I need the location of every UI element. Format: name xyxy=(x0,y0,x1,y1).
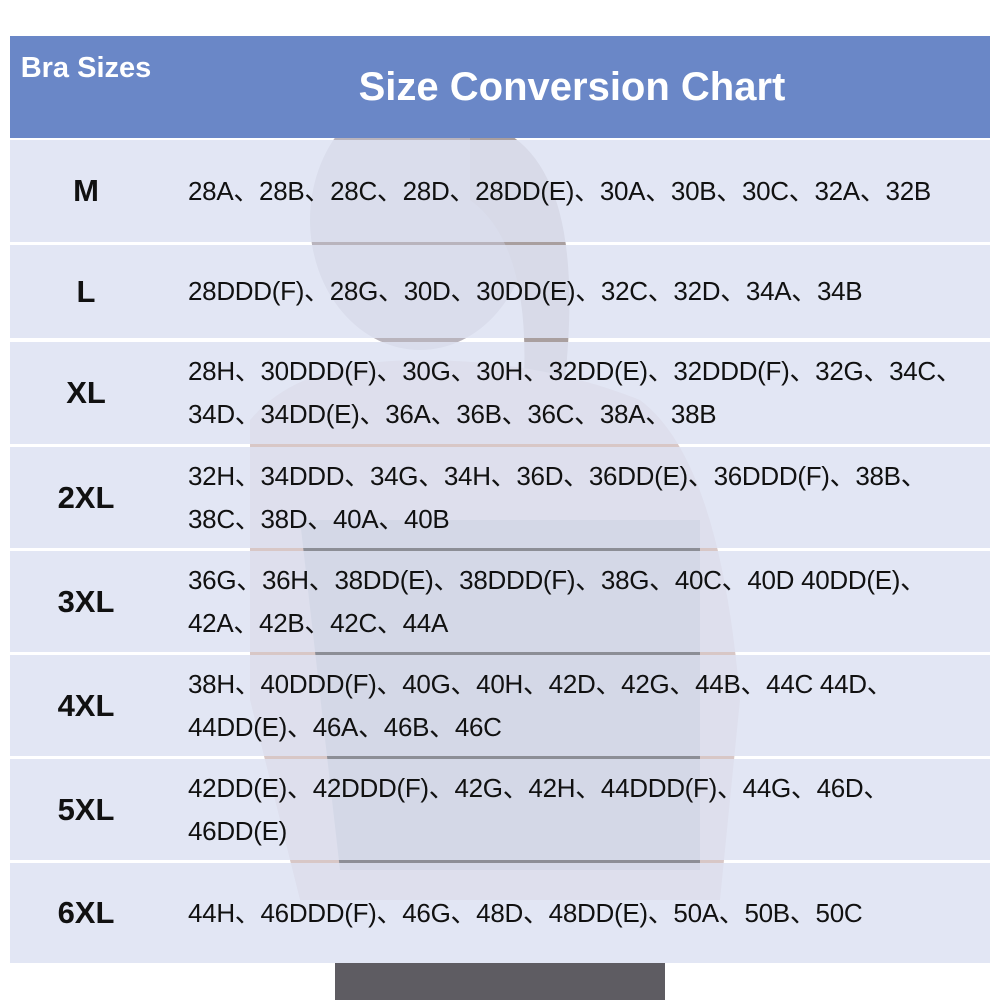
bra-size-list: 42DD(E)、42DDD(F)、42G、42H、44DDD(F)、44G、46… xyxy=(188,772,890,846)
size-label: 2XL xyxy=(57,479,115,515)
table-row: 6XL 44H、46DDD(F)、46G、48D、48DD(E)、50A、50B… xyxy=(10,863,990,963)
bra-size-list: 28H、30DDD(F)、30G、30H、32DD(E)、32DDD(F)、32… xyxy=(188,356,962,429)
size-label: M xyxy=(73,173,99,208)
bra-size-list: 28A、28B、28C、28D、28DD(E)、30A、30B、30C、32A、… xyxy=(188,175,931,206)
table-row: 3XL 36G、36H、38DD(E)、38DDD(F)、38G、40C、40D… xyxy=(10,551,990,652)
table-row: 2XL 32H、34DDD、34G、34H、36D、36DD(E)、36DDD(… xyxy=(10,447,990,548)
size-label: XL xyxy=(66,375,106,410)
chart-title: Size Conversion Chart xyxy=(358,65,786,109)
bra-size-list: 28DDD(F)、28G、30D、30DD(E)、32C、32D、34A、34B xyxy=(188,276,863,306)
bra-size-list: 32H、34DDD、34G、34H、36D、36DD(E)、36DDD(F)、3… xyxy=(188,460,927,534)
size-label: 6XL xyxy=(57,895,115,930)
table-row: L 28DDD(F)、28G、30D、30DD(E)、32C、32D、34A、3… xyxy=(10,245,990,338)
size-label: L xyxy=(76,273,96,309)
table-row: XL 28H、30DDD(F)、30G、30H、32DD(E)、32DDD(F)… xyxy=(10,342,990,444)
bra-size-list: 44H、46DDD(F)、46G、48D、48DD(E)、50A、50B、50C xyxy=(188,897,863,928)
table-header: Bra Sizes Size Conversion Chart xyxy=(10,36,990,138)
size-label: 3XL xyxy=(57,583,115,619)
size-label: 4XL xyxy=(57,687,115,723)
bra-sizes-column-header: Bra Sizes xyxy=(20,52,152,84)
bra-size-list: 38H、40DDD(F)、40G、40H、42D、42G、44B、44C 44D… xyxy=(188,668,893,742)
table-row: 4XL 38H、40DDD(F)、40G、40H、42D、42G、44B、44C… xyxy=(10,655,990,756)
bra-size-list: 36G、36H、38DD(E)、38DDD(F)、38G、40C、40D 40D… xyxy=(188,564,926,638)
table-row: 5XL 42DD(E)、42DDD(F)、42G、42H、44DDD(F)、44… xyxy=(10,759,990,860)
table-row: M 28A、28B、28C、28D、28DD(E)、30A、30B、30C、32… xyxy=(10,140,990,242)
size-label: 5XL xyxy=(57,791,115,827)
